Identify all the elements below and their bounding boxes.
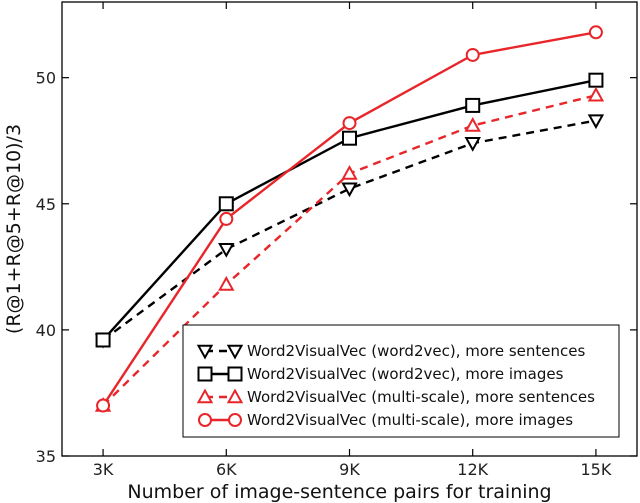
data-point [341, 182, 358, 198]
y-tick-label: 40 [36, 321, 56, 340]
legend-label: Word2VisualVec (multi-scale), more image… [247, 411, 573, 429]
legend-marker [197, 366, 213, 382]
legend-entry: Word2VisualVec (word2vec), more sentence… [196, 342, 585, 360]
data-point [218, 196, 234, 212]
legend-label: Word2VisualVec (word2vec), more sentence… [247, 342, 585, 360]
x-tick-label: 3K [93, 460, 114, 479]
y-axis-title: (R@1+R@5+R@10)/3 [3, 124, 25, 334]
data-point [219, 211, 234, 226]
y-tick-label: 35 [36, 447, 56, 466]
legend-label: Word2VisualVec (word2vec), more images [247, 365, 564, 383]
data-point [465, 97, 481, 113]
legend-box [182, 324, 620, 438]
legend-marker [226, 344, 244, 360]
series-4 [96, 25, 603, 413]
data-point [95, 332, 111, 348]
legend-marker [228, 413, 242, 427]
legend-entry: Word2VisualVec (multi-scale), more sente… [196, 388, 595, 406]
series-2 [95, 72, 604, 348]
data-point [218, 275, 235, 291]
legend-marker [196, 344, 214, 360]
legend-marker [196, 388, 214, 404]
legend-marker [227, 366, 243, 382]
data-point [587, 86, 605, 102]
data-point [342, 116, 357, 131]
x-tick-label: 9K [339, 460, 360, 479]
x-tick-label: 6K [216, 460, 237, 479]
data-point [465, 47, 480, 62]
y-tick-label: 50 [36, 69, 56, 88]
data-point [96, 398, 111, 413]
legend-marker [226, 388, 244, 404]
data-point [464, 137, 481, 152]
axes: 35 40 45 50 3K 6K 9K 12K 15K [36, 1, 638, 479]
legend-marker [198, 413, 212, 427]
legend-entry: Word2VisualVec (multi-scale), more image… [198, 411, 573, 429]
data-point [587, 114, 605, 130]
x-tick-label: 15K [580, 460, 611, 479]
series-1 [94, 114, 605, 349]
legend-entry: Word2VisualVec (word2vec), more images [197, 365, 564, 383]
data-point [341, 164, 358, 180]
series-line [102, 119, 597, 341]
data-point [464, 117, 481, 132]
data-point [342, 130, 357, 146]
data-point [588, 72, 604, 88]
data-point [588, 25, 603, 40]
y-tick-label: 45 [36, 195, 56, 214]
data-point [218, 242, 235, 258]
x-tick-label: 12K [457, 460, 488, 479]
legend: Word2VisualVec (word2vec), more sentence… [182, 324, 620, 438]
x-axis-title: Number of image-sentence pairs for train… [127, 481, 551, 503]
legend-label: Word2VisualVec (multi-scale), more sente… [247, 388, 595, 406]
